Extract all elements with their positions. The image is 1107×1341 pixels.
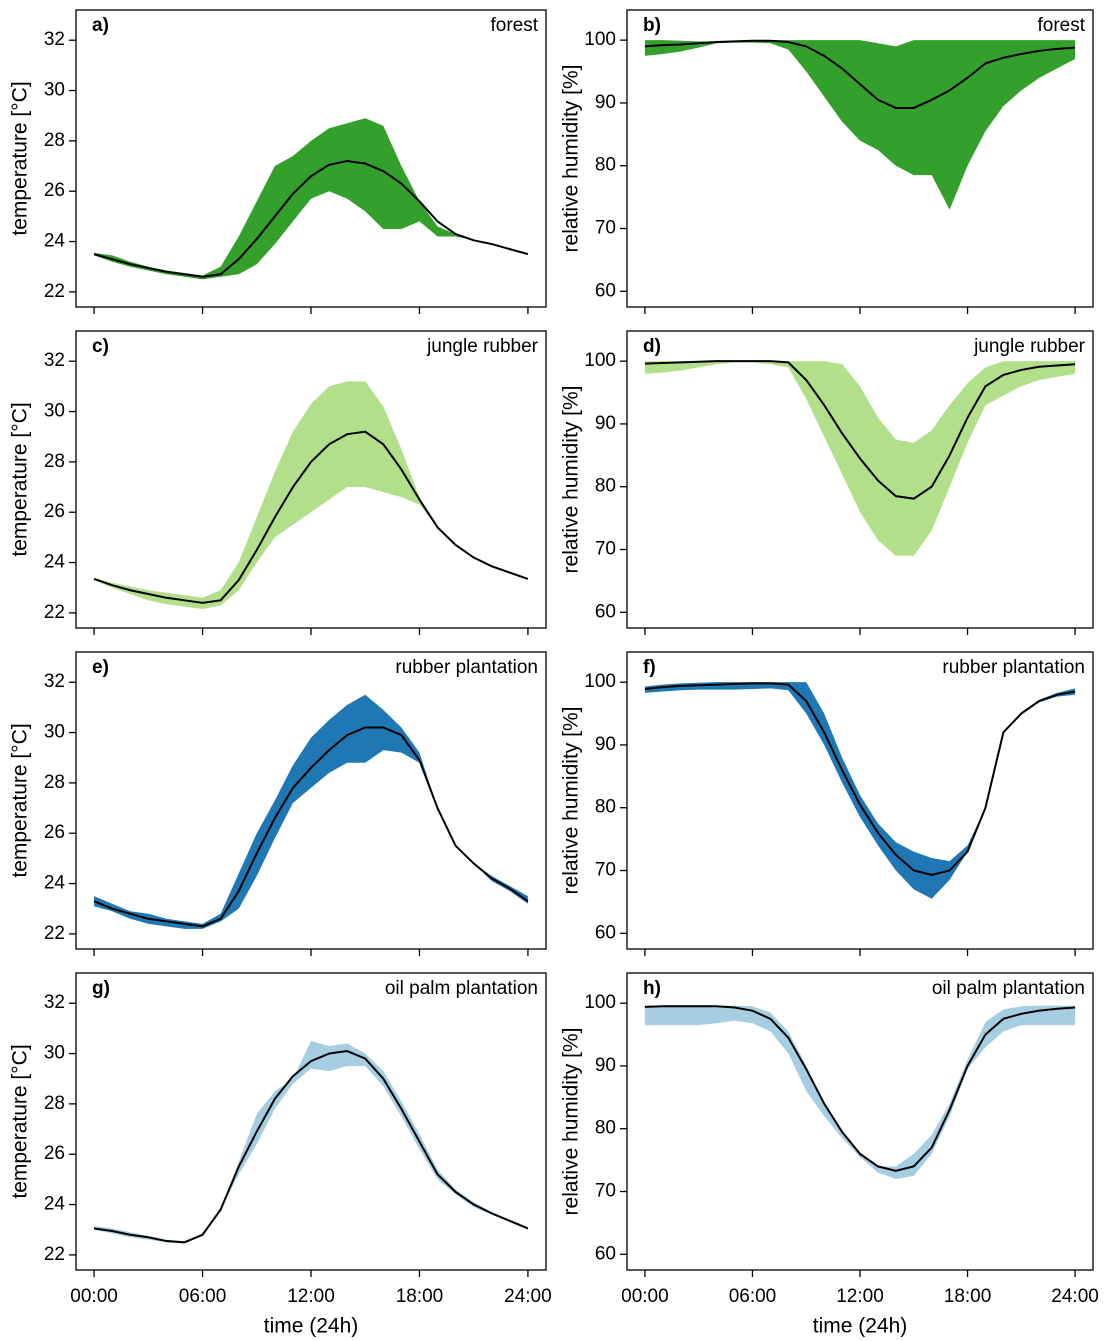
y-tick-label: 100 [584,29,616,50]
x-tick-label: 18:00 [396,1286,444,1307]
x-tick-label: 24:00 [504,1286,552,1307]
y-tick-label: 100 [584,350,616,371]
x-axis-label: time (24h) [813,1315,908,1338]
panel-title: rubber plantation [942,657,1085,678]
y-axis-label: relative humidity [%] [560,386,583,574]
panel-label: d) [643,336,661,357]
mean-line [644,39,1076,109]
panel-label: h) [643,978,661,999]
range-band [94,118,528,280]
y-tick-label: 60 [595,601,616,622]
y-tick-label: 100 [584,992,616,1013]
y-tick-label: 26 [44,180,65,201]
panel-label: e) [92,657,109,678]
panel-title: oil palm plantation [932,978,1085,999]
range-band [94,381,528,610]
y-axis-label: temperature [°C] [9,1044,32,1198]
y-tick-label: 32 [44,350,65,371]
x-tick-label: 18:00 [944,1286,992,1307]
y-tick-label: 26 [44,501,65,522]
range-band [644,682,1076,899]
range-band [644,40,1076,210]
y-tick-label: 30 [44,1043,65,1064]
panel-label: a) [92,15,109,36]
panel-title: jungle rubber [426,336,539,357]
y-tick-label: 32 [44,992,65,1013]
panel-title: jungle rubber [973,336,1086,357]
x-tick-label: 12:00 [836,1286,884,1307]
y-axis-label: relative humidity [%] [560,1028,583,1216]
mean-line [93,160,529,278]
x-tick-label: 06:00 [179,1286,227,1307]
y-tick-label: 80 [595,1118,616,1139]
y-tick-label: 100 [584,671,616,692]
y-tick-label: 28 [44,451,65,472]
plot-frame [75,651,547,950]
y-tick-label: 90 [595,413,616,434]
y-tick-label: 32 [44,671,65,692]
panel-title: forest [1037,15,1085,36]
mean-line [93,1050,529,1244]
y-tick-label: 80 [595,476,616,497]
x-tick-label: 00:00 [621,1286,669,1307]
mean-line [644,360,1076,500]
y-tick-label: 22 [44,1244,65,1265]
y-tick-label: 24 [44,552,66,573]
panel-label: g) [92,978,110,999]
panel-label: c) [92,336,109,357]
mean-line [93,726,529,928]
y-tick-label: 90 [595,1055,616,1076]
range-band [94,694,528,929]
y-tick-label: 90 [595,734,616,755]
x-axis-label: time (24h) [264,1315,359,1338]
y-tick-label: 28 [44,130,65,151]
mean-line [644,682,1076,876]
y-tick-label: 30 [44,722,65,743]
panel-label: b) [643,15,661,36]
y-tick-label: 80 [595,797,616,818]
y-tick-label: 60 [595,1243,616,1264]
mean-line [93,430,529,604]
panel-title: oil palm plantation [385,978,538,999]
y-tick-label: 26 [44,1143,65,1164]
y-tick-label: 22 [44,602,65,623]
y-axis-label: temperature [°C] [9,723,32,877]
panel-label: f) [643,657,656,678]
y-axis-label: relative humidity [%] [560,707,583,895]
y-tick-label: 30 [44,401,65,422]
y-tick-label: 24 [44,1194,66,1215]
y-tick-label: 26 [44,822,65,843]
mean-line [644,1005,1076,1172]
y-tick-label: 70 [595,218,616,239]
y-tick-label: 30 [44,80,65,101]
y-tick-label: 70 [595,860,616,881]
y-axis-label: temperature [°C] [9,81,32,235]
y-axis-label: relative humidity [%] [560,65,583,253]
y-tick-label: 22 [44,923,65,944]
y-tick-label: 32 [44,29,65,50]
range-band [94,1040,528,1244]
y-axis-label: temperature [°C] [9,402,32,556]
plot-frame [75,972,547,1271]
y-tick-label: 22 [44,281,65,302]
y-tick-label: 60 [595,280,616,301]
y-tick-label: 70 [595,1181,616,1202]
y-tick-label: 28 [44,1093,65,1114]
panel-title: rubber plantation [395,657,538,678]
y-tick-label: 24 [44,873,66,894]
x-tick-label: 06:00 [729,1286,777,1307]
y-tick-label: 24 [44,231,66,252]
y-tick-label: 28 [44,772,65,793]
x-tick-label: 12:00 [287,1286,335,1307]
x-tick-label: 24:00 [1051,1286,1099,1307]
y-tick-label: 60 [595,922,616,943]
panel-title: forest [490,15,538,36]
x-tick-label: 00:00 [70,1286,118,1307]
y-tick-label: 90 [595,92,616,113]
range-band [644,1005,1076,1179]
y-tick-label: 80 [595,155,616,176]
y-tick-label: 70 [595,539,616,560]
